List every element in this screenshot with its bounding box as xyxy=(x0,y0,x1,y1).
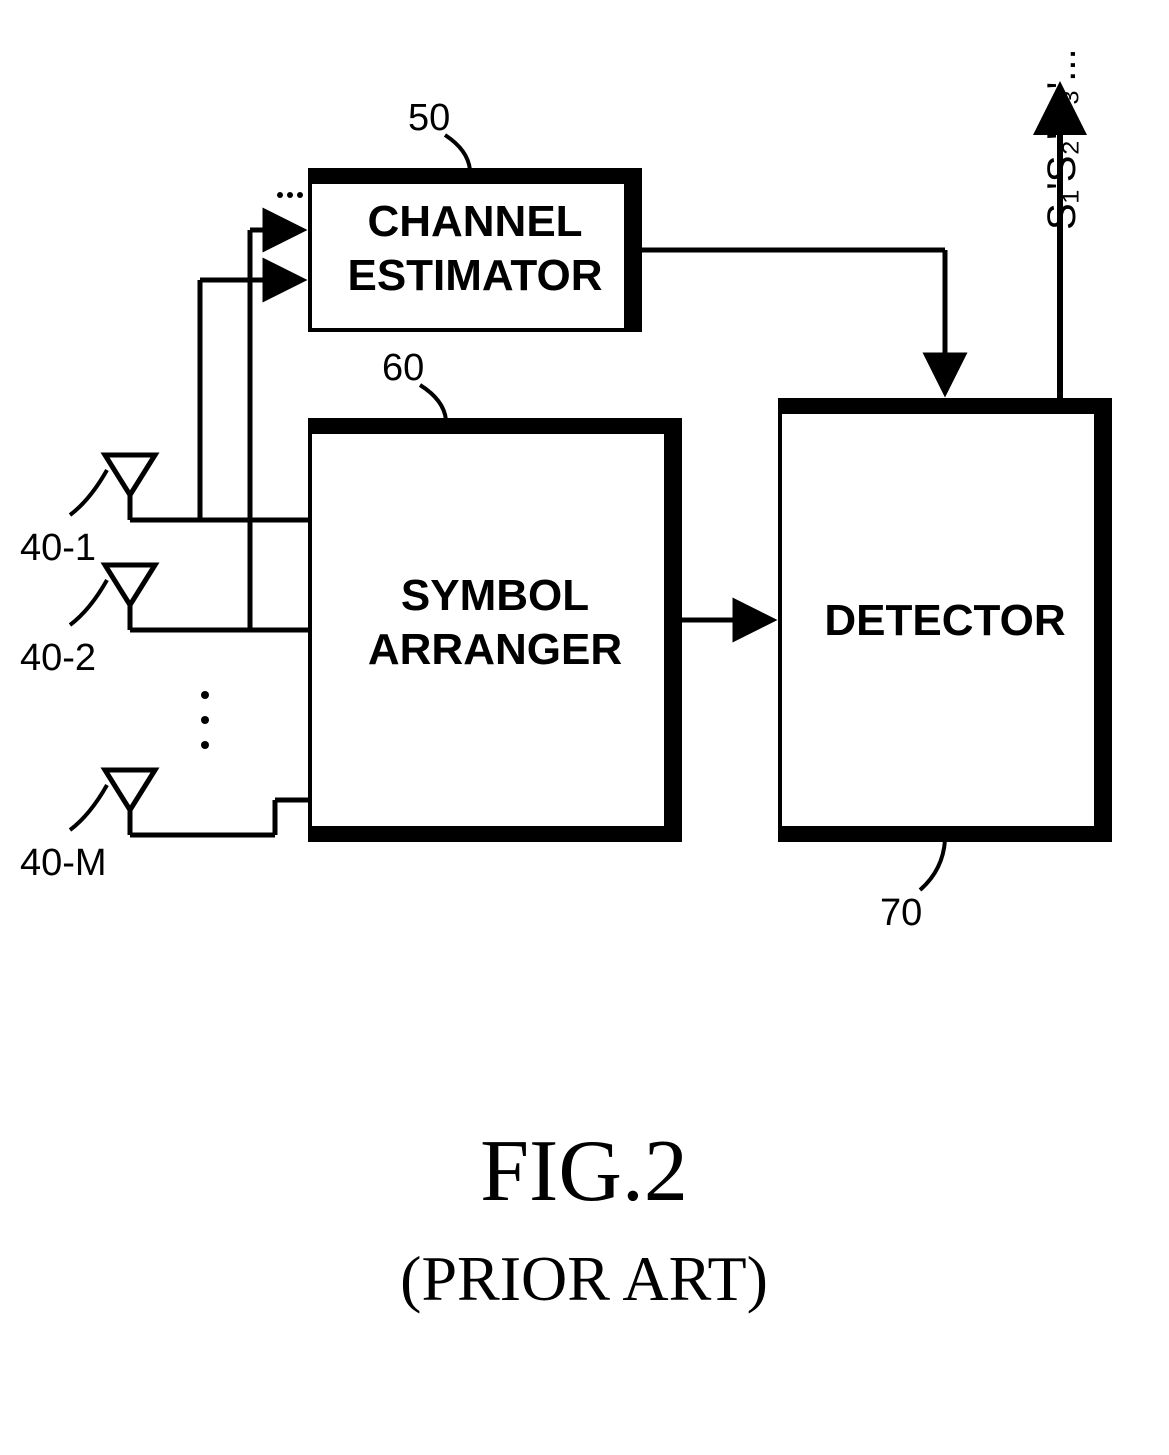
svg-text:40-1: 40-1 xyxy=(20,527,96,569)
channel-estimator-block: CHANNEL ESTIMATOR xyxy=(310,170,640,330)
symbol-arranger-label-2: ARRANGER xyxy=(368,625,622,674)
ref-50: 50 xyxy=(408,97,470,170)
svg-text:40-M: 40-M xyxy=(20,842,107,884)
antenna-m: 40-M xyxy=(20,770,310,884)
figure-subtitle: (PRIOR ART) xyxy=(400,1243,768,1314)
symbol-arranger-block: SYMBOL ARRANGER xyxy=(310,420,680,840)
antenna-to-estimator-2 xyxy=(250,230,300,630)
svg-text:70: 70 xyxy=(880,892,922,934)
symbol-arranger-label-1: SYMBOL xyxy=(401,571,589,620)
svg-text:50: 50 xyxy=(408,97,450,139)
svg-text:60: 60 xyxy=(382,347,424,389)
estimator-to-detector-line xyxy=(640,250,945,390)
antenna-1: 40-1 xyxy=(20,455,310,569)
ref-60: 60 xyxy=(382,347,446,420)
channel-estimator-label-1: CHANNEL xyxy=(367,197,582,246)
detector-block: DETECTOR xyxy=(780,400,1110,840)
output-label: S₁'S₂'S₃'... xyxy=(1040,48,1084,230)
antenna-2: 40-2 xyxy=(20,565,310,679)
figure-title: FIG.2 xyxy=(480,1123,688,1220)
ref-70: 70 xyxy=(880,840,945,934)
output-arrow: S₁'S₂'S₃'... xyxy=(1040,48,1084,400)
svg-text:40-2: 40-2 xyxy=(20,637,96,679)
channel-estimator-label-2: ESTIMATOR xyxy=(347,251,602,300)
estimator-input-ellipsis xyxy=(277,192,303,198)
antenna-ellipsis xyxy=(201,691,209,749)
detector-label: DETECTOR xyxy=(824,596,1065,645)
